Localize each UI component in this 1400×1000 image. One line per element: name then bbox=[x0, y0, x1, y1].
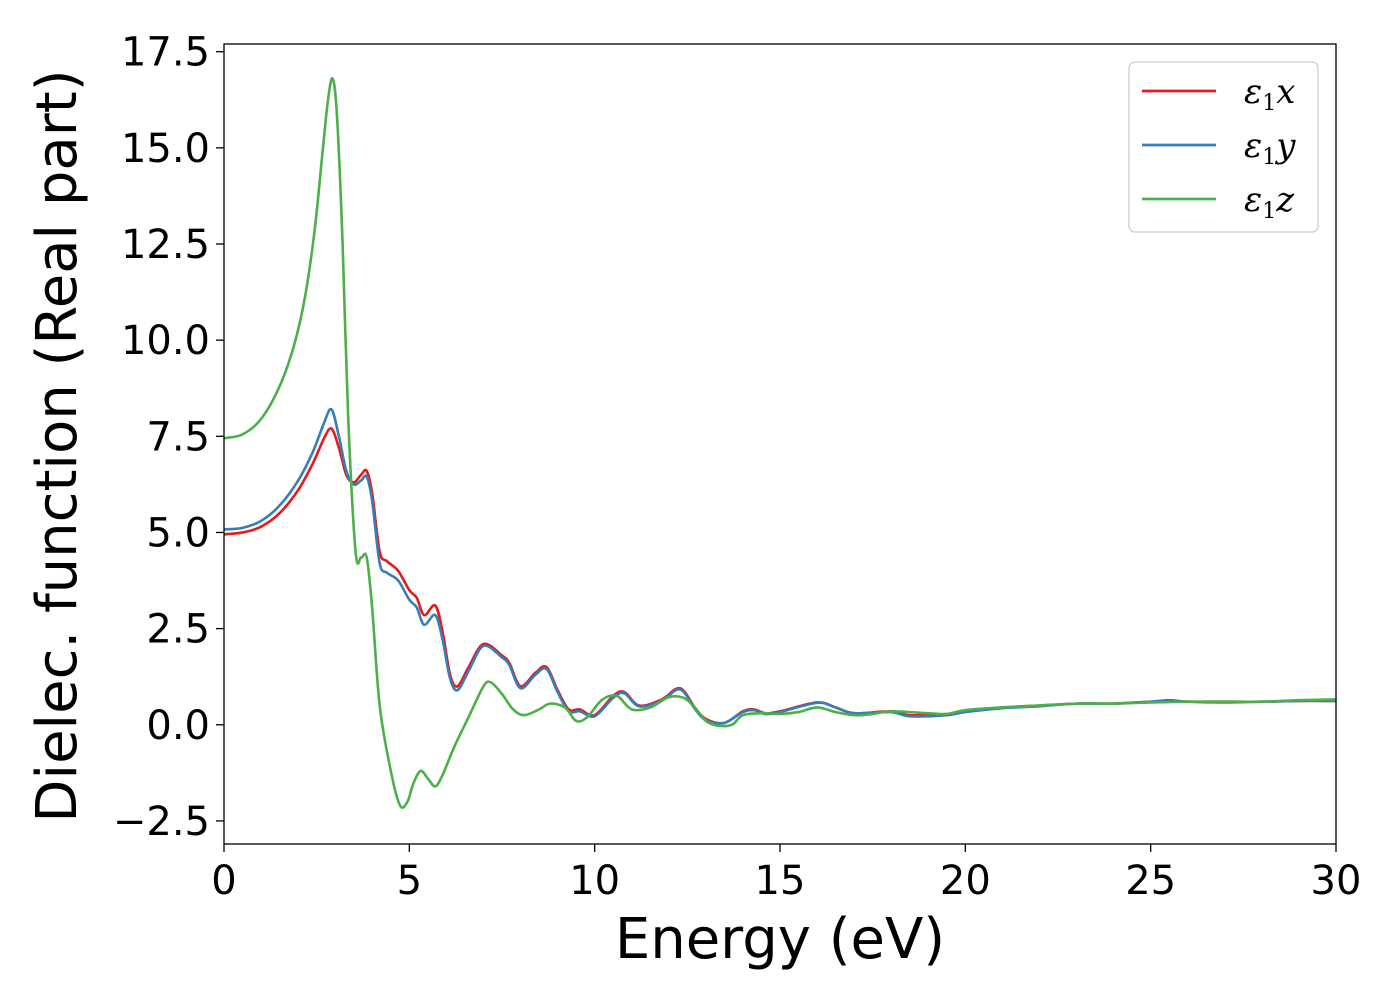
y-tick-label: 12.5 bbox=[121, 222, 210, 268]
legend-label-2: ε1z bbox=[1244, 180, 1295, 224]
x-tick-label: 0 bbox=[211, 858, 236, 904]
y-tick-label: 15.0 bbox=[121, 126, 210, 172]
plot-frame bbox=[223, 43, 1337, 845]
legend-label-1: ε1y bbox=[1244, 126, 1296, 170]
y-tick-label: 2.5 bbox=[146, 607, 210, 653]
y-tick-label: 7.5 bbox=[146, 414, 210, 460]
x-tick-label: 15 bbox=[755, 858, 806, 904]
legend-label-0: ε1x bbox=[1244, 72, 1295, 116]
series-layer bbox=[224, 77, 1336, 809]
legend-frame bbox=[1128, 61, 1319, 233]
x-tick-label: 30 bbox=[1311, 858, 1362, 904]
x-tick-label: 10 bbox=[569, 858, 620, 904]
legend: ε1x ε1y ε1z bbox=[1128, 61, 1319, 233]
x-tick-label: 5 bbox=[397, 858, 422, 904]
ticks-layer: 0 5 10 15 20 25 30 −2.5 0.0 2.5 5.0 7.5 10.0 12.5 15.0… bbox=[113, 30, 1362, 904]
x-tick-label: 25 bbox=[1125, 858, 1176, 904]
x-axis-title: Energy (eV) bbox=[615, 907, 945, 972]
y-axis-title: Dielec. function (Real part) bbox=[25, 69, 90, 822]
series-line-2 bbox=[224, 77, 1336, 809]
y-tick-label: 5.0 bbox=[146, 510, 210, 556]
y-tick-label: 10.0 bbox=[121, 318, 210, 364]
y-tick-label: −2.5 bbox=[113, 799, 210, 845]
y-tick-label: 0.0 bbox=[146, 703, 210, 749]
y-tick-label: 17.5 bbox=[121, 30, 210, 76]
x-tick-label: 20 bbox=[940, 858, 991, 904]
